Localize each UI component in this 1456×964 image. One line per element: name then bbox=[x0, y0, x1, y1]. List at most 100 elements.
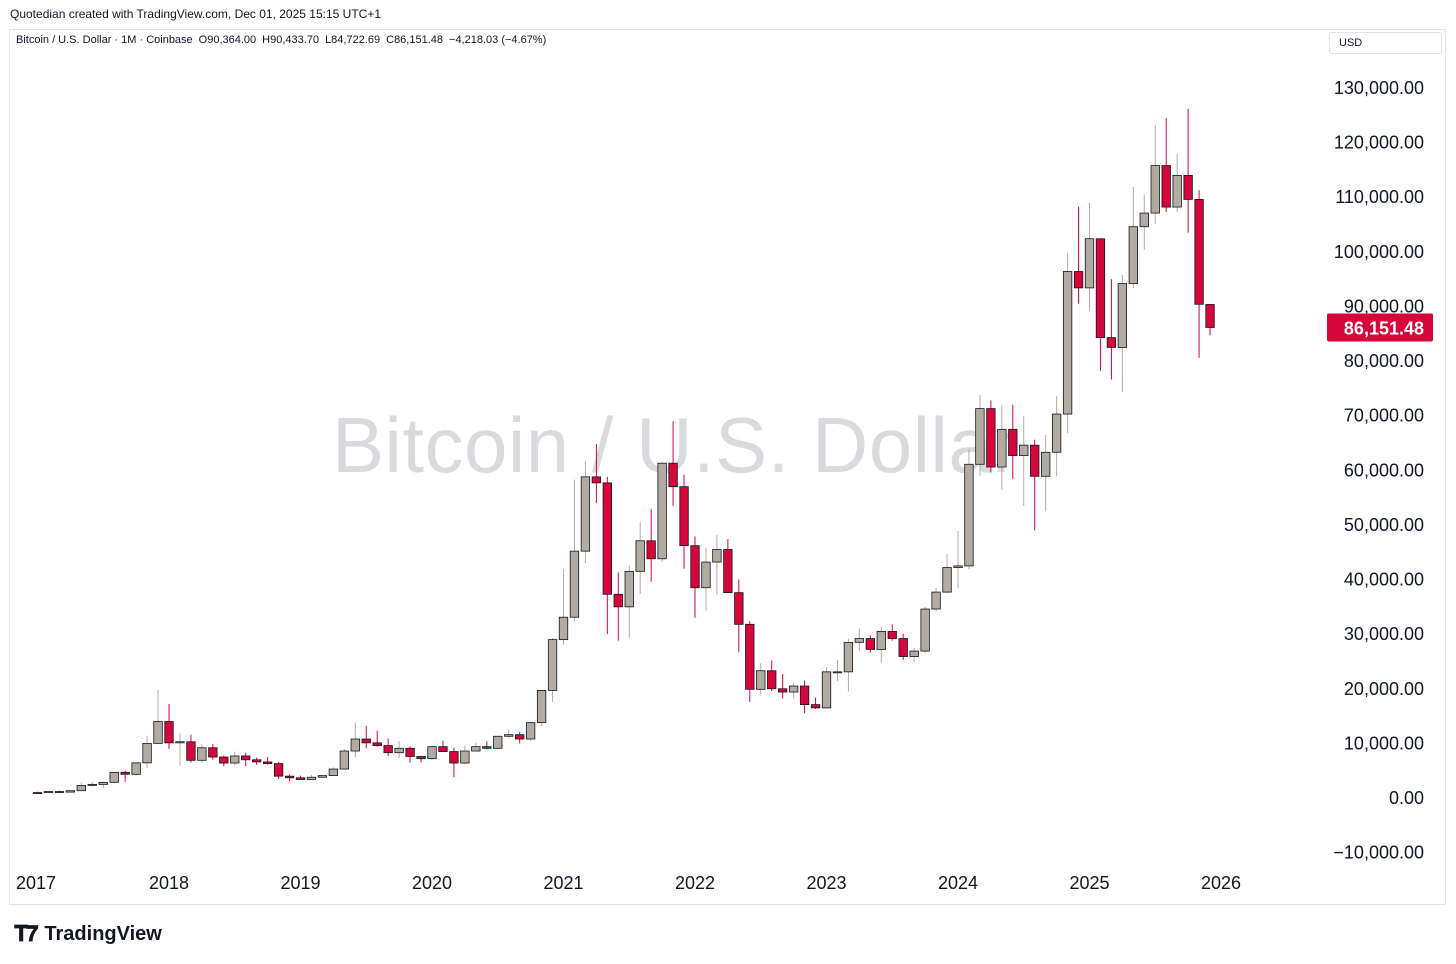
x-tick-label: 2025 bbox=[1069, 873, 1109, 893]
candle-body bbox=[657, 462, 667, 560]
y-tick-label: 50,000.00 bbox=[1344, 515, 1424, 535]
candle-body bbox=[1172, 174, 1182, 208]
y-tick-label: −10,000.00 bbox=[1333, 843, 1424, 863]
candle bbox=[679, 474, 689, 569]
candle bbox=[405, 746, 415, 763]
time-axis[interactable]: 2017 2018 2019 2020 2021 2022 2023 2024 2025 2026 bbox=[16, 873, 1241, 893]
candle-body bbox=[668, 462, 678, 488]
candle-body bbox=[756, 670, 766, 690]
candle-body bbox=[569, 550, 580, 618]
candle-body bbox=[284, 775, 295, 779]
currency-selector[interactable]: USD bbox=[1329, 32, 1442, 54]
candle bbox=[1095, 238, 1106, 371]
candle-body bbox=[1008, 428, 1018, 456]
y-tick-label: 0.00 bbox=[1389, 788, 1424, 808]
candle-body bbox=[613, 593, 623, 608]
candle-body bbox=[942, 567, 952, 593]
candle-body bbox=[778, 688, 788, 693]
candle bbox=[997, 405, 1007, 490]
candle-body bbox=[87, 784, 97, 786]
candle bbox=[964, 449, 974, 570]
candle bbox=[854, 628, 865, 652]
candle-body bbox=[525, 722, 536, 740]
candle bbox=[547, 637, 558, 702]
price-axis[interactable]: 130,000.00 120,000.00 110,000.00 100,000.00… bbox=[1333, 78, 1424, 863]
y-tick-label: 40,000.00 bbox=[1344, 570, 1424, 590]
candle bbox=[646, 509, 656, 582]
candle bbox=[536, 690, 547, 726]
candle-body bbox=[142, 742, 152, 764]
change-value: −4,218.03 (−4.67%) bbox=[449, 34, 547, 46]
candle-body bbox=[745, 623, 755, 690]
candle bbox=[1030, 439, 1040, 531]
candle bbox=[493, 735, 503, 750]
x-tick-label: 2026 bbox=[1201, 873, 1241, 893]
candle bbox=[657, 462, 667, 562]
candle-body bbox=[32, 792, 43, 794]
candle-body bbox=[405, 747, 415, 757]
candle-body bbox=[767, 670, 777, 690]
candle-body bbox=[515, 734, 525, 740]
candle bbox=[723, 539, 733, 594]
y-tick-label: 130,000.00 bbox=[1334, 78, 1424, 98]
candle bbox=[98, 781, 108, 788]
candle bbox=[252, 757, 262, 765]
candle-body bbox=[624, 570, 634, 608]
candle bbox=[635, 522, 645, 594]
candle-body bbox=[76, 785, 86, 792]
candle-body bbox=[131, 762, 141, 775]
x-tick-label: 2021 bbox=[543, 873, 583, 893]
candle-body bbox=[876, 631, 886, 650]
candle bbox=[876, 626, 886, 663]
x-tick-label: 2024 bbox=[938, 873, 978, 893]
candle bbox=[273, 761, 284, 779]
candle-body bbox=[109, 771, 119, 783]
candle bbox=[65, 790, 76, 793]
candle bbox=[701, 547, 711, 611]
candle-body bbox=[536, 690, 547, 724]
candle bbox=[712, 534, 722, 595]
candle-body bbox=[427, 746, 437, 760]
close-value: C86,151.48 bbox=[386, 34, 444, 46]
candle-body bbox=[843, 641, 854, 673]
candle bbox=[767, 660, 777, 691]
candle bbox=[887, 624, 897, 641]
candle bbox=[1150, 125, 1160, 224]
candle bbox=[438, 740, 448, 752]
candle bbox=[624, 565, 634, 638]
tradingview-logo-icon: 𝐓𝟕 bbox=[14, 922, 38, 947]
candle-body bbox=[1030, 444, 1040, 477]
candle-body bbox=[1150, 165, 1160, 214]
candle bbox=[558, 569, 569, 645]
candle-body bbox=[43, 791, 54, 794]
candle-body bbox=[986, 408, 996, 468]
candle-body bbox=[1205, 304, 1215, 328]
candle bbox=[131, 762, 141, 776]
symbol-label[interactable]: Bitcoin / U.S. Dollar · 1M · Coinbase bbox=[16, 34, 193, 46]
candle bbox=[569, 479, 580, 622]
candle bbox=[843, 638, 854, 692]
x-tick-label: 2017 bbox=[16, 873, 56, 893]
low-value: L84,722.69 bbox=[325, 34, 381, 46]
candle-body bbox=[591, 476, 602, 484]
candle-body bbox=[690, 545, 700, 589]
last-price-marker: 86,151.48 bbox=[1327, 313, 1433, 342]
candle-body bbox=[1128, 226, 1138, 284]
candle bbox=[525, 721, 536, 741]
candle bbox=[953, 530, 963, 588]
candle bbox=[613, 572, 623, 641]
candle bbox=[690, 536, 700, 618]
candle bbox=[427, 745, 437, 761]
candle bbox=[87, 781, 97, 787]
candle bbox=[778, 674, 788, 699]
candle-body bbox=[208, 747, 218, 758]
candle bbox=[109, 771, 119, 784]
candle-body bbox=[788, 685, 799, 693]
candle bbox=[32, 791, 43, 794]
x-tick-label: 2023 bbox=[806, 873, 846, 893]
candle-body bbox=[1117, 283, 1128, 348]
chart-frame bbox=[9, 29, 1446, 905]
candle bbox=[142, 735, 152, 768]
candle-body bbox=[920, 608, 930, 652]
